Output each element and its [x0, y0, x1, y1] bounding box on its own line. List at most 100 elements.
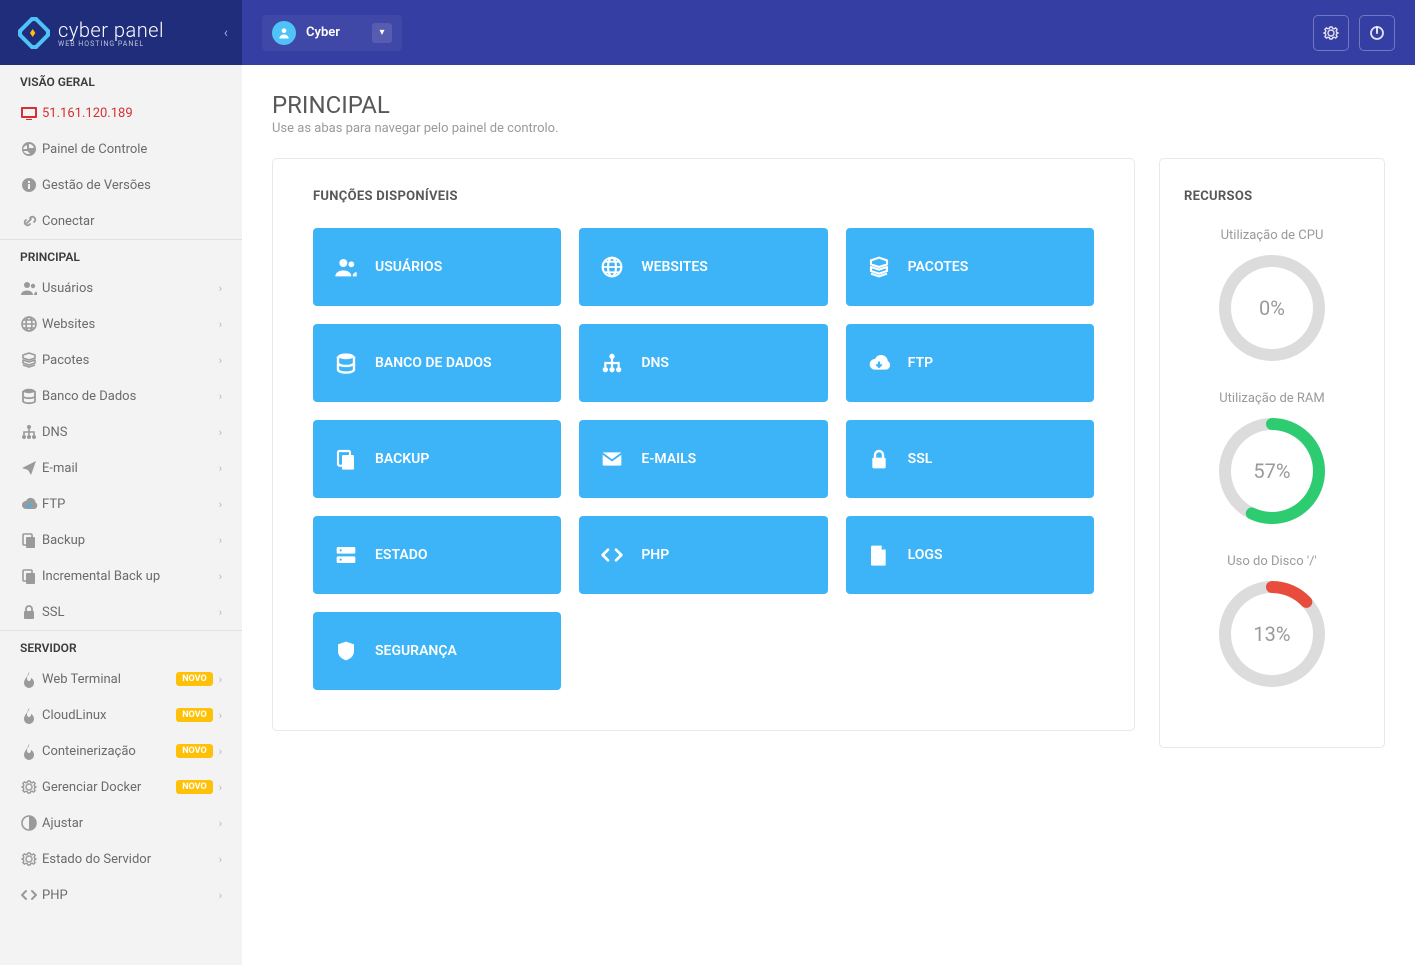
nav-item[interactable]: Painel de Controle — [0, 131, 242, 167]
power-icon — [1368, 24, 1386, 42]
nav-item[interactable]: FTP › — [0, 486, 242, 522]
function-tile[interactable]: PHP — [579, 516, 827, 594]
nav-item[interactable]: DNS › — [0, 414, 242, 450]
user-dropdown[interactable]: Cyber ▾ — [262, 15, 402, 51]
power-button[interactable] — [1359, 15, 1395, 51]
settings-button[interactable] — [1313, 15, 1349, 51]
function-tile[interactable]: ESTADO — [313, 516, 561, 594]
globe-icon — [599, 255, 625, 279]
nav-item-label: Gestão de Versões — [42, 178, 222, 193]
nav-item-label: Conectar — [42, 214, 222, 229]
function-tile[interactable]: BANCO DE DADOS — [313, 324, 561, 402]
sidebar-nav: VISÃO GERAL 51.161.120.189 Painel de Con… — [0, 65, 242, 965]
chevron-down-icon: ▾ — [372, 23, 392, 43]
resource-label: Utilização de RAM — [1184, 391, 1360, 406]
nav-item[interactable]: 51.161.120.189 — [0, 95, 242, 131]
functions-panel: FUNÇÕES DISPONÍVEIS USUÁRIOS WEBSITES PA… — [272, 158, 1135, 731]
monitor-icon — [20, 104, 42, 122]
brand-name: cyber panel — [58, 18, 164, 42]
nav-item[interactable]: Gerenciar Docker NOVO › — [0, 769, 242, 805]
gear-icon — [20, 850, 42, 868]
chevron-right-icon: › — [219, 673, 222, 686]
nav-item[interactable]: Incremental Back up › — [0, 558, 242, 594]
gear-icon — [20, 778, 42, 796]
sidebar: cyber panel WEB HOSTING PANEL ‹ VISÃO GE… — [0, 0, 242, 965]
resource-gauge: Uso do Disco '/' 13% — [1184, 554, 1360, 689]
nav-item-label: PHP — [42, 888, 219, 903]
function-tile[interactable]: SEGURANÇA — [313, 612, 561, 690]
function-tile[interactable]: DNS — [579, 324, 827, 402]
nav-item-label: Ajustar — [42, 816, 219, 831]
nav-item[interactable]: Backup › — [0, 522, 242, 558]
code-icon — [599, 543, 625, 567]
page-title: PRINCIPAL — [272, 91, 1385, 119]
chevron-right-icon: › — [219, 570, 222, 583]
nav-item[interactable]: Usuários › — [0, 270, 242, 306]
nav-item-label: Usuários — [42, 281, 219, 296]
badge-novo: NOVO — [176, 708, 213, 722]
nav-item[interactable]: CloudLinux NOVO › — [0, 697, 242, 733]
resources-title: RECURSOS — [1184, 189, 1360, 204]
function-tile[interactable]: LOGS — [846, 516, 1094, 594]
users-icon — [20, 279, 42, 297]
nav-item[interactable]: E-mail › — [0, 450, 242, 486]
functions-title: FUNÇÕES DISPONÍVEIS — [313, 189, 1094, 204]
dns-icon — [599, 351, 625, 375]
logo-icon — [18, 17, 50, 49]
nav-item-label: 51.161.120.189 — [42, 106, 222, 121]
tile-label: SEGURANÇA — [375, 643, 457, 659]
function-tile[interactable]: PACOTES — [846, 228, 1094, 306]
nav-item[interactable]: SSL › — [0, 594, 242, 630]
packages-icon — [20, 351, 42, 369]
lock-icon — [866, 447, 892, 471]
database-icon — [333, 351, 359, 375]
nav-item[interactable]: Gestão de Versões — [0, 167, 242, 203]
function-tile[interactable]: E-MAILS — [579, 420, 827, 498]
nav-section-header: VISÃO GERAL — [0, 65, 242, 95]
tile-label: E-MAILS — [641, 451, 696, 467]
nav-item-label: CloudLinux — [42, 708, 176, 723]
chevron-right-icon: › — [219, 889, 222, 902]
nav-item[interactable]: Conteinerização NOVO › — [0, 733, 242, 769]
send-icon — [20, 459, 42, 477]
copy-icon — [20, 531, 42, 549]
avatar-icon — [272, 21, 296, 45]
chevron-right-icon: › — [219, 606, 222, 619]
nav-item[interactable]: Pacotes › — [0, 342, 242, 378]
nav-item[interactable]: Conectar — [0, 203, 242, 239]
nav-item-label: SSL — [42, 605, 219, 620]
fire-icon — [20, 670, 42, 688]
nav-item[interactable]: PHP › — [0, 877, 242, 913]
badge-novo: NOVO — [176, 780, 213, 794]
nav-item[interactable]: Websites › — [0, 306, 242, 342]
sidebar-collapse-button[interactable]: ‹ — [224, 25, 228, 41]
database-icon — [20, 387, 42, 405]
function-tile[interactable]: WEBSITES — [579, 228, 827, 306]
function-tile[interactable]: FTP — [846, 324, 1094, 402]
function-tile[interactable]: USUÁRIOS — [313, 228, 561, 306]
function-tile[interactable]: BACKUP — [313, 420, 561, 498]
nav-item[interactable]: Banco de Dados › — [0, 378, 242, 414]
nav-item[interactable]: Ajustar › — [0, 805, 242, 841]
packages-icon — [866, 255, 892, 279]
nav-item[interactable]: Web Terminal NOVO › — [0, 661, 242, 697]
nav-item-label: Painel de Controle — [42, 142, 222, 157]
brand-logo[interactable]: cyber panel WEB HOSTING PANEL — [18, 17, 164, 49]
tile-label: USUÁRIOS — [375, 259, 442, 275]
resource-gauge: Utilização de CPU 0% — [1184, 228, 1360, 363]
link-icon — [20, 212, 42, 230]
chevron-right-icon: › — [219, 781, 222, 794]
tile-label: BANCO DE DADOS — [375, 355, 492, 371]
function-tile[interactable]: SSL — [846, 420, 1094, 498]
chevron-right-icon: › — [219, 709, 222, 722]
chevron-right-icon: › — [219, 534, 222, 547]
chevron-right-icon: › — [219, 745, 222, 758]
tile-label: SSL — [908, 451, 933, 467]
code-icon — [20, 886, 42, 904]
nav-item[interactable]: Estado do Servidor › — [0, 841, 242, 877]
badge-novo: NOVO — [176, 744, 213, 758]
nav-item-label: Gerenciar Docker — [42, 780, 176, 795]
nav-section-header: PRINCIPAL — [0, 239, 242, 270]
chevron-right-icon: › — [219, 354, 222, 367]
copy-icon — [20, 567, 42, 585]
